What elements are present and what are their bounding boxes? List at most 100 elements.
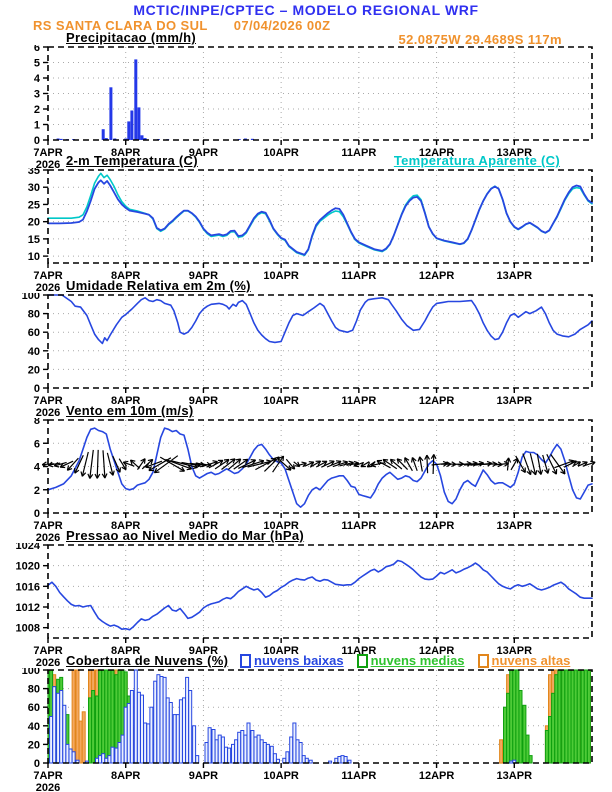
svg-text:9APR: 9APR [189, 645, 218, 657]
humidity-chart: 0 20 40 60 80 100 7APR 8APR 9APR 10APR 11APR 12APR 1… [22, 293, 593, 418]
svg-text:13APR: 13APR [497, 270, 533, 282]
panel-title-pressure: Pressao ao Nivel Medio do Mar (hPa) [66, 528, 305, 543]
svg-text:9APR: 9APR [189, 520, 218, 532]
svg-text:0: 0 [34, 383, 40, 395]
panel-title-apparent-temperature: Temperatura Aparente (C) [393, 153, 560, 168]
svg-text:11APR: 11APR [341, 520, 376, 532]
svg-text:12APR: 12APR [419, 147, 455, 159]
svg-text:20: 20 [28, 739, 40, 751]
svg-text:2: 2 [34, 485, 40, 497]
svg-text:10APR: 10APR [263, 770, 299, 782]
svg-text:13APR: 13APR [497, 770, 533, 782]
legend-item-mid-clouds: nuvens medias [356, 653, 465, 668]
cloud-cover-chart: 0 20 40 60 80 100 7APR 8APR 9APR 10APR 11APR 12APR 1… [22, 668, 593, 792]
svg-text:11APR: 11APR [341, 270, 376, 282]
svg-text:40: 40 [28, 346, 40, 358]
svg-text:8: 8 [34, 418, 40, 427]
low-clouds-swatch-icon [240, 653, 251, 668]
svg-text:20: 20 [28, 217, 40, 229]
temperature-chart: 10 15 20 25 30 35 7APR 8APR 9APR 10APR 11APR 12APR 1… [28, 168, 593, 293]
svg-text:2026: 2026 [36, 657, 60, 668]
svg-text:1016: 1016 [16, 581, 40, 593]
svg-text:10APR: 10APR [263, 270, 299, 282]
svg-text:1008: 1008 [16, 623, 40, 635]
svg-text:15: 15 [28, 234, 40, 246]
svg-text:11APR: 11APR [341, 770, 376, 782]
svg-text:60: 60 [28, 327, 40, 339]
legend-label: nuvens baixas [254, 653, 344, 668]
panel-title-temperature: 2-m Temperatura (C) [66, 153, 198, 168]
svg-text:9APR: 9APR [189, 770, 218, 782]
svg-text:10APR: 10APR [263, 645, 299, 657]
svg-text:6: 6 [34, 438, 40, 450]
legend-item-high-clouds: nuvens altas [477, 653, 571, 668]
svg-text:2026: 2026 [36, 532, 60, 543]
svg-text:7APR: 7APR [33, 270, 62, 282]
legend-item-low-clouds: nuvens baixas [240, 653, 344, 668]
legend-label: nuvens altas [491, 653, 571, 668]
svg-text:80: 80 [28, 309, 40, 321]
svg-text:0: 0 [34, 508, 40, 520]
cloud-legend: nuvens baixas nuvens medias nuvens altas [240, 653, 570, 668]
svg-text:12APR: 12APR [419, 520, 455, 532]
svg-text:4: 4 [34, 462, 41, 474]
svg-text:7APR: 7APR [33, 520, 62, 532]
svg-text:2026: 2026 [36, 282, 60, 293]
panel-title-humidity: Umidade Relativa em 2m (%) [66, 278, 251, 293]
svg-text:6: 6 [34, 45, 40, 54]
svg-text:7APR: 7APR [33, 147, 62, 159]
panel-title-wind: Vento em 10m (m/s) [66, 403, 194, 418]
svg-text:9APR: 9APR [189, 270, 218, 282]
svg-text:1012: 1012 [16, 602, 40, 614]
svg-text:2026: 2026 [36, 159, 60, 170]
svg-text:2026: 2026 [36, 407, 60, 418]
svg-text:11APR: 11APR [341, 147, 376, 159]
svg-text:11APR: 11APR [341, 395, 376, 407]
svg-text:8APR: 8APR [111, 770, 140, 782]
station-run-line: RS SANTA CLARA DO SUL 07/04/2026 00Z [33, 18, 330, 33]
svg-text:10: 10 [28, 251, 40, 263]
svg-text:100: 100 [22, 293, 40, 302]
svg-text:3: 3 [34, 89, 40, 101]
svg-text:80: 80 [28, 684, 40, 696]
legend-label: nuvens medias [370, 653, 465, 668]
svg-text:7APR: 7APR [33, 645, 62, 657]
svg-text:0: 0 [34, 758, 40, 770]
svg-text:1: 1 [34, 120, 40, 132]
svg-text:8APR: 8APR [111, 645, 140, 657]
svg-text:25: 25 [28, 199, 40, 211]
svg-text:10APR: 10APR [263, 147, 299, 159]
svg-text:12APR: 12APR [419, 770, 455, 782]
svg-text:1024: 1024 [16, 543, 41, 552]
svg-text:7APR: 7APR [33, 395, 62, 407]
svg-text:13APR: 13APR [497, 645, 533, 657]
svg-text:2026: 2026 [36, 782, 60, 792]
svg-text:20: 20 [28, 364, 40, 376]
svg-text:13APR: 13APR [497, 147, 533, 159]
svg-text:8APR: 8APR [111, 395, 140, 407]
panel-title-precipitation: Precipitacao (mm/h) [66, 30, 196, 45]
svg-text:9APR: 9APR [189, 147, 218, 159]
svg-text:2: 2 [34, 104, 40, 116]
svg-text:10APR: 10APR [263, 520, 299, 532]
panel-title-cloud-cover: Cobertura de Nuvens (%) [66, 653, 229, 668]
high-clouds-swatch-icon [477, 653, 489, 668]
svg-text:100: 100 [22, 668, 40, 677]
svg-text:8APR: 8APR [111, 147, 140, 159]
wind-chart: 0 2 4 6 8 7APR 8APR 9APR 10APR 11APR 12APR 13APR 202… [33, 418, 596, 543]
station-name: RS SANTA CLARA DO SUL [33, 18, 208, 33]
svg-text:35: 35 [28, 168, 40, 177]
svg-text:40: 40 [28, 721, 40, 733]
svg-text:0: 0 [34, 135, 40, 147]
svg-text:1020: 1020 [16, 561, 40, 573]
svg-text:8APR: 8APR [111, 520, 140, 532]
svg-text:12APR: 12APR [419, 645, 455, 657]
station-coordinates: 52.0875W 29.4689S 117m [398, 32, 562, 47]
svg-text:10APR: 10APR [263, 395, 299, 407]
svg-text:13APR: 13APR [497, 395, 533, 407]
model-title: MCTIC/INPE/CPTEC – MODELO REGIONAL WRF [133, 2, 479, 18]
svg-text:60: 60 [28, 702, 40, 714]
svg-text:5: 5 [34, 58, 40, 70]
